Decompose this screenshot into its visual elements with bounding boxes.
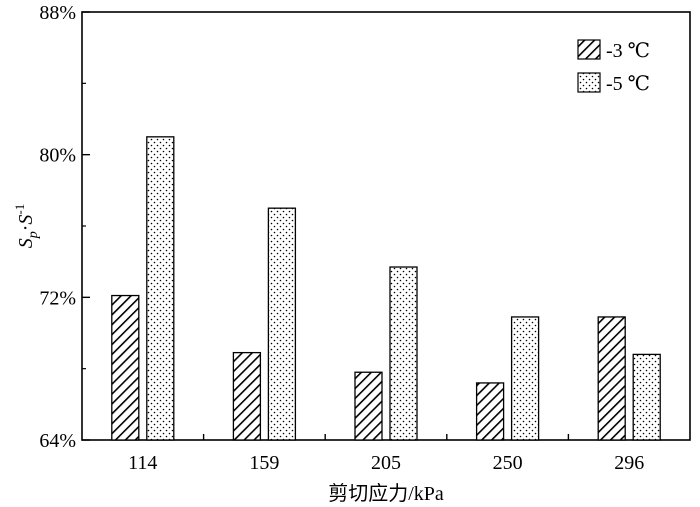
y-title-sep: · xyxy=(15,225,37,232)
y-tick-label: 88% xyxy=(39,2,76,24)
x-axis: 114 159 205 250 296 xyxy=(128,434,644,474)
bar-neg3-205 xyxy=(354,371,383,441)
x-tick-label: 250 xyxy=(493,452,523,474)
x-tick-label: 205 xyxy=(371,452,401,474)
bar-neg5-114 xyxy=(146,136,175,441)
y-tick-label: 80% xyxy=(39,145,76,167)
x-tick-label: 296 xyxy=(614,452,644,474)
legend-swatch-neg5 xyxy=(577,72,601,93)
y-title-main: S xyxy=(15,238,37,248)
bar-neg5-159 xyxy=(267,207,297,441)
legend-swatch-neg3 xyxy=(577,39,601,60)
bars xyxy=(111,136,661,441)
bar-neg3-114 xyxy=(111,294,140,441)
x-axis-title: 剪切应力/kPa xyxy=(328,482,444,505)
bar-neg5-250 xyxy=(510,316,540,441)
x-tick-label: 114 xyxy=(128,452,157,474)
legend-label-neg3: -3 ℃ xyxy=(606,40,650,62)
bar-neg3-159 xyxy=(232,351,262,441)
y-title-sub: p xyxy=(26,231,41,239)
legend: -3 ℃ -5 ℃ xyxy=(577,39,650,95)
bar-neg5-205 xyxy=(389,266,418,441)
bar-neg3-296 xyxy=(597,316,626,441)
y-title-tail: S xyxy=(15,215,37,225)
y-axis-title: Sp·S-1 xyxy=(12,204,41,249)
legend-label-neg5: -5 ℃ xyxy=(606,73,650,95)
x-tick-label: 159 xyxy=(249,452,279,474)
y-tick-label: 64% xyxy=(39,430,76,452)
bar-neg5-296 xyxy=(632,353,661,441)
bar-neg3-250 xyxy=(475,382,505,441)
y-tick-label: 72% xyxy=(39,287,76,309)
y-axis: 64% 72% 80% 88% xyxy=(39,2,90,452)
y-title-sup: -1 xyxy=(12,204,27,215)
